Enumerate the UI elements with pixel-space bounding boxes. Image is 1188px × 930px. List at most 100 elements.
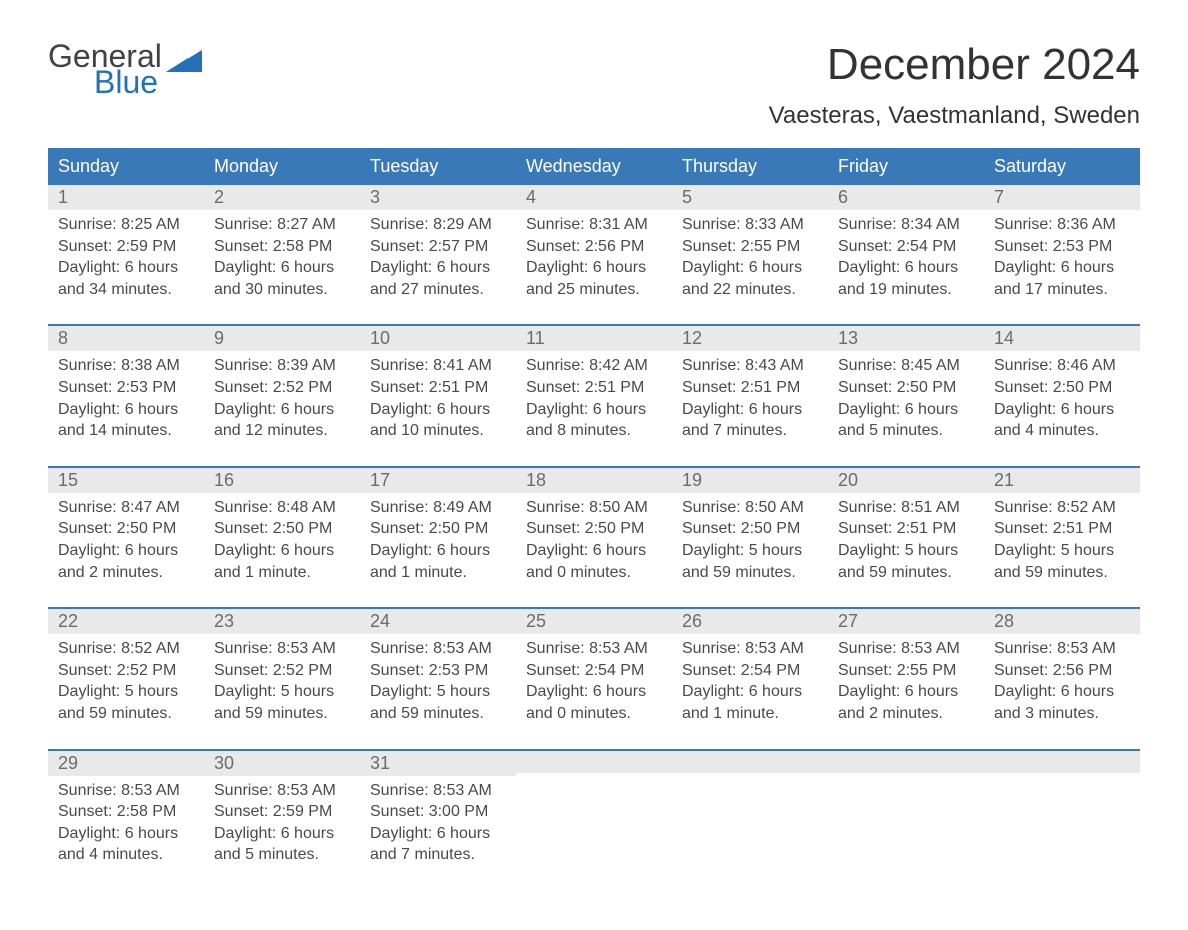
day-number-row: 17 xyxy=(360,468,516,493)
day-number-row: 27 xyxy=(828,609,984,634)
day-info: Sunrise: 8:38 AMSunset: 2:53 PMDaylight:… xyxy=(48,351,204,441)
calendar-day: 1Sunrise: 8:25 AMSunset: 2:59 PMDaylight… xyxy=(48,185,204,300)
day-number: 12 xyxy=(682,328,702,348)
calendar-day: 18 Sunrise: 8:50 AMSunset: 2:50 PMDayligh… xyxy=(516,468,672,583)
sunrise-text: Sunrise: 8:39 AM xyxy=(214,355,350,377)
sunset-text: Sunset: 2:56 PM xyxy=(994,660,1130,682)
sunset-text: Sunset: 2:50 PM xyxy=(838,377,974,399)
day-number-row xyxy=(984,751,1140,773)
calendar-day xyxy=(672,751,828,866)
logo: General Blue xyxy=(48,40,202,98)
calendar: SundayMondayTuesdayWednesdayThursdayFrid… xyxy=(48,148,1140,866)
day-info: Sunrise: 8:50 AMSunset: 2:50 PMDaylight:… xyxy=(516,493,672,583)
day-number: 14 xyxy=(994,328,1014,348)
daylight-text: Daylight: 6 hours and 0 minutes. xyxy=(526,681,662,724)
daylight-text: Daylight: 5 hours and 59 minutes. xyxy=(58,681,194,724)
sunset-text: Sunset: 2:56 PM xyxy=(526,236,662,258)
day-number: 22 xyxy=(58,611,78,631)
day-info: Sunrise: 8:29 AMSunset: 2:57 PMDaylight:… xyxy=(360,210,516,300)
sunrise-text: Sunrise: 8:38 AM xyxy=(58,355,194,377)
sunrise-text: Sunrise: 8:53 AM xyxy=(214,780,350,802)
sunset-text: Sunset: 2:51 PM xyxy=(682,377,818,399)
sunset-text: Sunset: 2:50 PM xyxy=(214,518,350,540)
day-info: Sunrise: 8:43 AMSunset: 2:51 PMDaylight:… xyxy=(672,351,828,441)
day-number-row xyxy=(828,751,984,773)
sunrise-text: Sunrise: 8:51 AM xyxy=(838,497,974,519)
daylight-text: Daylight: 6 hours and 17 minutes. xyxy=(994,257,1130,300)
daylight-text: Daylight: 6 hours and 1 minute. xyxy=(370,540,506,583)
daylight-text: Daylight: 6 hours and 30 minutes. xyxy=(214,257,350,300)
day-info: Sunrise: 8:25 AMSunset: 2:59 PMDaylight:… xyxy=(48,210,204,300)
sunrise-text: Sunrise: 8:34 AM xyxy=(838,214,974,236)
weekday-header: Saturday xyxy=(984,148,1140,185)
weekday-header: Monday xyxy=(204,148,360,185)
sunset-text: Sunset: 2:54 PM xyxy=(682,660,818,682)
day-number-row: 7 xyxy=(984,185,1140,210)
daylight-text: Daylight: 6 hours and 19 minutes. xyxy=(838,257,974,300)
weekday-header: Tuesday xyxy=(360,148,516,185)
day-number: 31 xyxy=(370,753,390,773)
logo-text-blue: Blue xyxy=(94,66,202,98)
day-number-row: 6 xyxy=(828,185,984,210)
sunrise-text: Sunrise: 8:25 AM xyxy=(58,214,194,236)
day-number-row: 31 xyxy=(360,751,516,776)
sunset-text: Sunset: 2:52 PM xyxy=(214,377,350,399)
calendar-day xyxy=(516,751,672,866)
day-info: Sunrise: 8:53 AMSunset: 2:58 PMDaylight:… xyxy=(48,776,204,866)
day-info: Sunrise: 8:53 AMSunset: 2:59 PMDaylight:… xyxy=(204,776,360,866)
day-info: Sunrise: 8:53 AMSunset: 2:54 PMDaylight:… xyxy=(516,634,672,724)
day-number-row: 14 xyxy=(984,326,1140,351)
sunrise-text: Sunrise: 8:43 AM xyxy=(682,355,818,377)
calendar-week: 22Sunrise: 8:52 AMSunset: 2:52 PMDayligh… xyxy=(48,607,1140,724)
day-number-row: 21 xyxy=(984,468,1140,493)
calendar-day: 16Sunrise: 8:48 AMSunset: 2:50 PMDayligh… xyxy=(204,468,360,583)
sunrise-text: Sunrise: 8:46 AM xyxy=(994,355,1130,377)
sunset-text: Sunset: 2:54 PM xyxy=(526,660,662,682)
daylight-text: Daylight: 6 hours and 3 minutes. xyxy=(994,681,1130,724)
calendar-day: 2Sunrise: 8:27 AMSunset: 2:58 PMDaylight… xyxy=(204,185,360,300)
sunset-text: Sunset: 2:52 PM xyxy=(58,660,194,682)
daylight-text: Daylight: 6 hours and 12 minutes. xyxy=(214,399,350,442)
calendar-day: 21Sunrise: 8:52 AMSunset: 2:51 PMDayligh… xyxy=(984,468,1140,583)
day-number: 25 xyxy=(526,611,546,631)
day-number: 18 xyxy=(526,470,546,490)
day-number-row: 25 xyxy=(516,609,672,634)
day-number: 26 xyxy=(682,611,702,631)
day-info: Sunrise: 8:53 AMSunset: 3:00 PMDaylight:… xyxy=(360,776,516,866)
sunset-text: Sunset: 2:53 PM xyxy=(58,377,194,399)
calendar-day: 8 Sunrise: 8:38 AMSunset: 2:53 PMDaylight… xyxy=(48,326,204,441)
sunrise-text: Sunrise: 8:33 AM xyxy=(682,214,818,236)
page-title: December 2024 xyxy=(827,40,1140,90)
calendar-day: 24Sunrise: 8:53 AMSunset: 2:53 PMDayligh… xyxy=(360,609,516,724)
calendar-week: 29Sunrise: 8:53 AMSunset: 2:58 PMDayligh… xyxy=(48,749,1140,866)
calendar-week: 15Sunrise: 8:47 AMSunset: 2:50 PMDayligh… xyxy=(48,466,1140,583)
daylight-text: Daylight: 6 hours and 10 minutes. xyxy=(370,399,506,442)
daylight-text: Daylight: 6 hours and 1 minute. xyxy=(682,681,818,724)
sunset-text: Sunset: 2:59 PM xyxy=(214,801,350,823)
day-info: Sunrise: 8:53 AMSunset: 2:53 PMDaylight:… xyxy=(360,634,516,724)
sunset-text: Sunset: 2:53 PM xyxy=(994,236,1130,258)
day-info: Sunrise: 8:36 AMSunset: 2:53 PMDaylight:… xyxy=(984,210,1140,300)
sunrise-text: Sunrise: 8:42 AM xyxy=(526,355,662,377)
calendar-week: 8Sunrise: 8:38 AMSunset: 2:53 PMDaylight… xyxy=(48,324,1140,441)
calendar-day: 15Sunrise: 8:47 AMSunset: 2:50 PMDayligh… xyxy=(48,468,204,583)
day-info: Sunrise: 8:39 AMSunset: 2:52 PMDaylight:… xyxy=(204,351,360,441)
calendar-day: 30Sunrise: 8:53 AMSunset: 2:59 PMDayligh… xyxy=(204,751,360,866)
day-number: 20 xyxy=(838,470,858,490)
calendar-day: 23Sunrise: 8:53 AMSunset: 2:52 PMDayligh… xyxy=(204,609,360,724)
day-info: Sunrise: 8:53 AMSunset: 2:52 PMDaylight:… xyxy=(204,634,360,724)
day-info: Sunrise: 8:47 AMSunset: 2:50 PMDaylight:… xyxy=(48,493,204,583)
day-info: Sunrise: 8:51 AMSunset: 2:51 PMDaylight:… xyxy=(828,493,984,583)
day-info: Sunrise: 8:53 AMSunset: 2:56 PMDaylight:… xyxy=(984,634,1140,724)
day-number: 8 xyxy=(58,328,68,348)
daylight-text: Daylight: 6 hours and 5 minutes. xyxy=(838,399,974,442)
sunset-text: Sunset: 2:58 PM xyxy=(214,236,350,258)
day-info: Sunrise: 8:50 AMSunset: 2:50 PMDaylight:… xyxy=(672,493,828,583)
sunrise-text: Sunrise: 8:45 AM xyxy=(838,355,974,377)
calendar-week: 1Sunrise: 8:25 AMSunset: 2:59 PMDaylight… xyxy=(48,185,1140,300)
day-number: 10 xyxy=(370,328,390,348)
sunrise-text: Sunrise: 8:53 AM xyxy=(994,638,1130,660)
calendar-day: 14Sunrise: 8:46 AMSunset: 2:50 PMDayligh… xyxy=(984,326,1140,441)
sunrise-text: Sunrise: 8:31 AM xyxy=(526,214,662,236)
day-number-row: 10 xyxy=(360,326,516,351)
